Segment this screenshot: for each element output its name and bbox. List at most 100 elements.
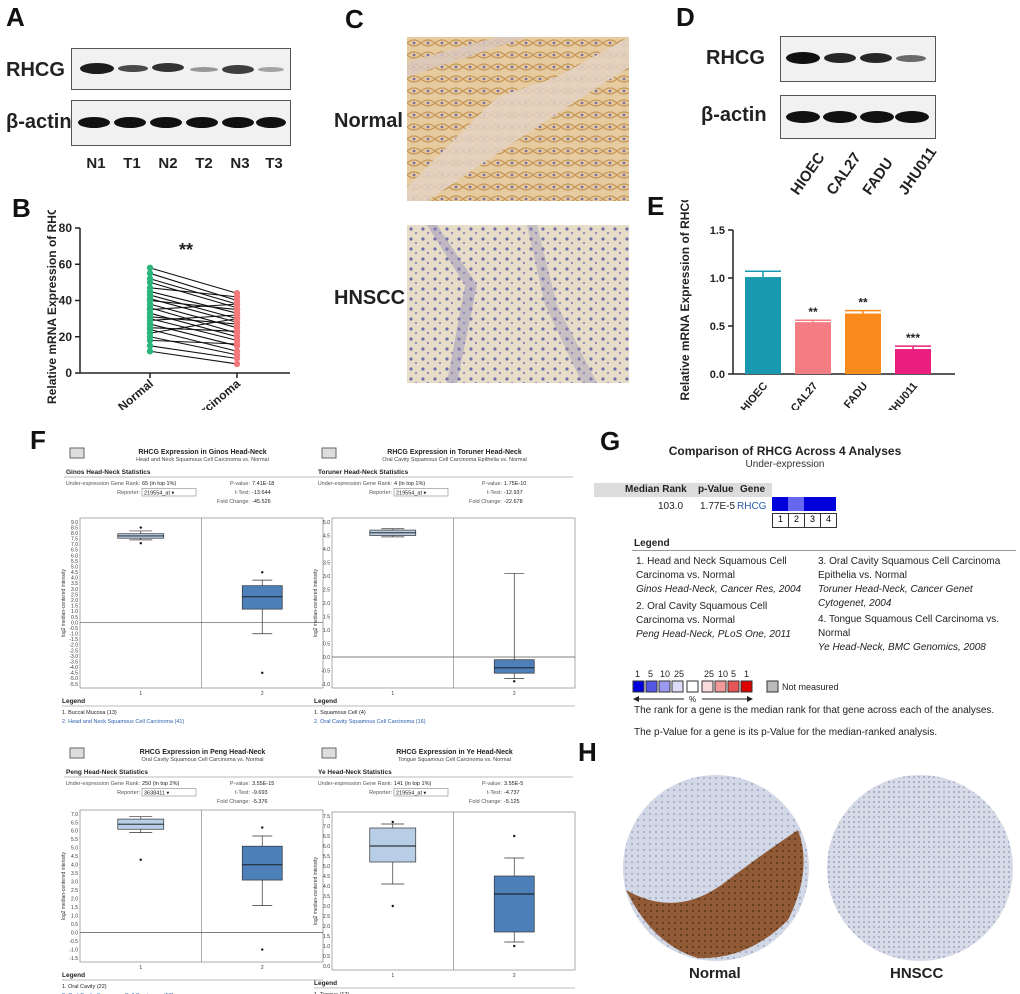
f-x-tick-label: 1 [139, 691, 142, 697]
f-subtitle: Oral Cavity Squamous Cell Carcinoma Epit… [382, 457, 527, 463]
tma-core-hnscc [827, 775, 1013, 961]
f-legend-title: Legend [62, 972, 85, 979]
f-subtitle: Head and Neck Squamous Cell Carcinoma vs… [136, 457, 269, 463]
f-stat-value: -9.693 [252, 790, 268, 796]
scale-swatch [632, 680, 645, 693]
f-y-axis-label: log2 median-centered intensity [313, 568, 319, 637]
f-y-tick-label: 4.5 [323, 533, 330, 539]
f-box [241, 585, 283, 610]
meta-heat-cell [772, 497, 788, 511]
b-pair-line [149, 312, 238, 338]
meta-title: Comparison of RHCG Across 4 Analyses [668, 444, 902, 458]
f-stats-title: Ye Head-Neck Statistics [318, 769, 392, 776]
f-y-tick-label: 5.5 [71, 837, 78, 843]
f-y-tick-label: 0.5 [323, 641, 330, 647]
meta-legend-item-text: 1. Head and Neck Squamous Cell Carcinoma… [636, 556, 787, 581]
scale-swatch [671, 680, 684, 693]
meta-legend-item: 4. Tongue Squamous Cell Carcinoma vs. No… [818, 613, 1013, 655]
meta-color-scale: 1 5 10 25 25 10 5 1 Not measured % [632, 669, 839, 704]
e-significance: ** [808, 305, 818, 319]
blot-band [895, 111, 929, 123]
b-y-tick-label: 0 [65, 366, 72, 380]
f-y-tick-label: 0.0 [71, 930, 78, 936]
b-point-carcinoma [233, 340, 241, 348]
b-pair-line [149, 339, 238, 345]
b-pair-line [149, 345, 238, 360]
b-pair-line [149, 314, 238, 321]
f-stat-label: Reporter: [117, 490, 140, 496]
scale-swatch [727, 680, 740, 693]
f-y-tick-label: 1.0 [71, 913, 78, 919]
blot-a-lane-label: N2 [158, 155, 178, 172]
e-y-tick-label: 1.0 [710, 273, 725, 285]
f-stat-label: t-Test: [487, 490, 502, 496]
b-x-tick-label: Normal [115, 377, 156, 410]
blot-band [150, 117, 182, 128]
f-y-tick-label: 1.0 [71, 609, 78, 615]
b-pair-line [149, 287, 238, 298]
f-stat-label: Fold Change: [469, 499, 502, 505]
scale-swatch-grey [766, 680, 779, 693]
blot-a-lane-label: T2 [195, 155, 213, 172]
blot-band [114, 117, 146, 128]
panel-letter-f: F [30, 425, 46, 455]
f-stats-title: Peng Head-Neck Statistics [66, 769, 148, 776]
f-legend-item: 2. Oral Cavity Squamous Cell Carcinoma (… [314, 719, 426, 725]
f-title: RHCG Expression in Ginos Head-Neck [138, 449, 266, 456]
f-y-tick-label: 0.5 [323, 954, 330, 960]
b-point-carcinoma [233, 300, 241, 308]
f-y-tick-label: 6.5 [71, 548, 78, 554]
meta-subtitle: Under-expression [745, 459, 825, 470]
f-y-tick-label: 4.0 [323, 547, 330, 553]
f-y-tick-label: -3.5 [69, 659, 78, 665]
f-y-tick-label: 1.0 [323, 944, 330, 950]
f-stat-value: 219554_at ▾ [144, 491, 175, 497]
b-pair-line [149, 267, 238, 294]
f-y-tick-label: -1.5 [69, 956, 78, 962]
f-stat-value: 7.41E-18 [252, 481, 274, 487]
blot-a-actin-membrane [71, 100, 291, 146]
f-y-tick-label: -2.0 [69, 643, 78, 649]
f-y-tick-label: 5.0 [71, 564, 78, 570]
f-y-tick-label: -4.0 [69, 665, 78, 671]
f-stat-value: -5.125 [504, 799, 520, 805]
f-y-tick-label: 5.5 [71, 559, 78, 565]
f-y-tick-label: 2.5 [323, 587, 330, 593]
f-y-tick-label: 6.0 [71, 829, 78, 835]
f-stats-title: Ginos Head-Neck Statistics [66, 469, 151, 476]
f-stat-value: 219554_at ▾ [396, 791, 427, 797]
f-y-tick-label: 2.5 [71, 592, 78, 598]
f-stat-value: 3.55E-5 [504, 781, 523, 787]
f-y-tick-label: -0.5 [69, 939, 78, 945]
meta-legend-item-ref: Ye Head-Neck, BMC Genomics, 2008 [818, 642, 986, 653]
blot-band [152, 63, 184, 72]
meta-gene-link[interactable]: RHCG [737, 501, 767, 512]
blot-band [860, 111, 894, 123]
meta-legend-item-text: 3. Oral Cavity Squamous Cell Carcinoma E… [818, 556, 1001, 581]
blot-band [786, 52, 820, 64]
f-outlier [513, 680, 516, 683]
b-point-carcinoma [233, 360, 241, 368]
f-legend-title: Legend [314, 980, 337, 987]
e-x-tick-label: CAL27 [789, 380, 821, 410]
f-y-tick-label: 2.0 [323, 601, 330, 607]
b-point-carcinoma [233, 293, 241, 301]
meta-heat-cell [804, 497, 820, 511]
meta-legend-title: Legend [634, 538, 670, 549]
f-stat-value: 4 (in top 1%) [394, 481, 425, 487]
blot-d-lane-label: HIOEC [787, 149, 828, 198]
blot-a-rhcg-membrane [71, 48, 291, 90]
f-y-tick-label: 1.5 [323, 614, 330, 620]
meta-legend-item-ref: Toruner Head-Neck, Cancer Genet Cytogene… [818, 584, 973, 609]
b-point-normal [146, 264, 154, 272]
f-y-tick-label: -1.0 [69, 632, 78, 638]
f-y-tick-label: -4.5 [69, 671, 78, 677]
b-point-normal [146, 348, 154, 355]
blot-band [78, 117, 110, 128]
f-stat-value: -5.376 [252, 799, 268, 805]
blot-band [786, 111, 820, 123]
blot-d-lane-labels: HIOEC CAL27 FADU JHU011 [787, 144, 940, 198]
f-y-tick-label: 6.0 [323, 844, 330, 850]
e-bar [895, 349, 931, 374]
